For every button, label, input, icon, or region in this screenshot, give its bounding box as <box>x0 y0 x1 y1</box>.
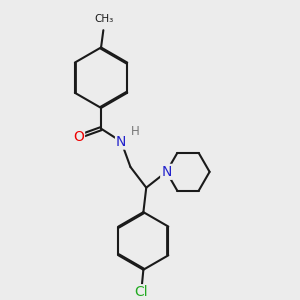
Text: N: N <box>116 135 126 148</box>
Text: Cl: Cl <box>135 285 148 299</box>
Text: O: O <box>73 130 84 144</box>
Text: N: N <box>161 165 172 179</box>
Text: CH₃: CH₃ <box>94 14 114 24</box>
Text: H: H <box>131 125 140 138</box>
